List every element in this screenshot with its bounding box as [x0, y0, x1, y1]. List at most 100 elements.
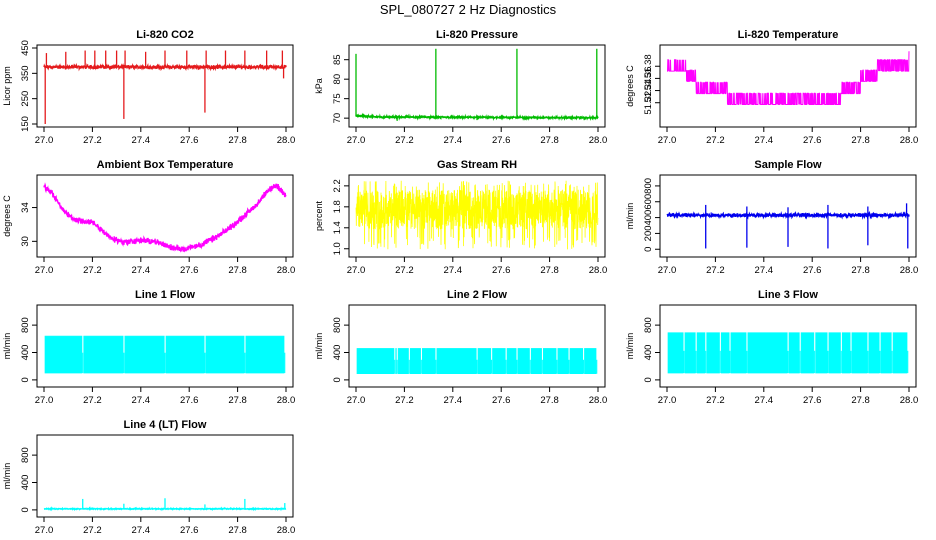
- chart-9: Line 3 Flow ml/min 27.0 27.2 27.4 27.6 27.8 28.…: [625, 289, 918, 406]
- chart-10-ytick-label: 400: [20, 475, 31, 491]
- chart-9-xtick-label: 27.4: [755, 395, 774, 406]
- chart-9-xtick-label: 27.8: [851, 395, 870, 406]
- chart-3-xtick-label: 27.2: [706, 135, 725, 146]
- chart-10: Line 4 (LT) Flow ml/min 27.0 27.2 27.4 27.6 27…: [2, 419, 295, 536]
- chart-10-xtick-label: 27.2: [83, 525, 102, 536]
- chart-6-ytick-label: 600: [643, 194, 654, 210]
- chart-10-series: [43, 498, 287, 512]
- chart-1-xtick-label: 27.0: [35, 135, 54, 146]
- chart-10-ytick-label: 0: [20, 507, 31, 512]
- chart-10-ylabel: ml/min: [2, 463, 12, 490]
- chart-1-xtick-label: 27.6: [180, 135, 199, 146]
- chart-7-title: Line 1 Flow: [135, 289, 195, 301]
- chart-3-frame: [659, 44, 917, 128]
- chart-9-title: Line 3 Flow: [758, 289, 818, 301]
- chart-1-xtick-label: 28.0: [277, 135, 296, 146]
- chart-4-title: Ambient Box Temperature: [97, 159, 234, 171]
- chart-7-xtick-label: 28.0: [277, 395, 296, 406]
- chart-7-line: [44, 335, 285, 374]
- chart-1-title: Li-820 CO2: [136, 29, 193, 41]
- chart-3-ytick-label: 51.38: [643, 54, 654, 78]
- chart-2-xtick-label: 28.0: [589, 135, 608, 146]
- chart-10-xtick-label: 27.6: [180, 525, 199, 536]
- chart-1-ylabel: Licor ppm: [2, 66, 12, 106]
- chart-4-line: [43, 182, 287, 253]
- chart-4-xtick-label: 27.4: [132, 265, 151, 276]
- chart-3-ytick-label: 51.34: [643, 79, 654, 103]
- chart-3: Li-820 Temperature degrees C 27.0 27.2 27.4 2…: [625, 29, 918, 146]
- chart-7-series: [44, 335, 286, 374]
- chart-5-xtick-label: 27.4: [444, 265, 463, 276]
- chart-3-ytick-label: 51.32: [643, 91, 654, 115]
- chart-9-xtick-label: 28.0: [900, 395, 919, 406]
- chart-5-title: Gas Stream RH: [437, 159, 517, 171]
- chart-1-xtick-label: 27.8: [228, 135, 247, 146]
- chart-4-xtick-label: 27.0: [35, 265, 54, 276]
- chart-10-ytick-label: 800: [20, 447, 31, 463]
- chart-8-ytick-label: 400: [332, 345, 343, 361]
- chart-3-series: [667, 51, 910, 105]
- chart-6-frame: [659, 174, 917, 258]
- chart-9-ytick-label: 0: [643, 377, 654, 382]
- chart-7-ylabel: ml/min: [2, 333, 12, 360]
- chart-3-title: Li-820 Temperature: [738, 29, 839, 41]
- chart-4-ytick-label: 34: [20, 202, 31, 213]
- chart-7-xtick-label: 27.6: [180, 395, 199, 406]
- chart-6-ytick-label: 0: [643, 247, 654, 252]
- chart-3-ylabel: degrees C: [625, 65, 635, 107]
- chart-7-ytick-label: 400: [20, 345, 31, 361]
- chart-1-ytick-label: 450: [20, 40, 31, 56]
- chart-4-series: [43, 182, 287, 253]
- chart-10-xtick-label: 28.0: [277, 525, 296, 536]
- chart-6-xtick-label: 27.2: [706, 265, 725, 276]
- chart-4-xtick-label: 27.2: [83, 265, 102, 276]
- chart-6: Sample Flow ml/min 27.0 27.2 27.4 27.6 27.8 28.…: [625, 159, 918, 276]
- chart-4-xtick-label: 27.6: [180, 265, 199, 276]
- chart-1-ytick-label: 350: [20, 65, 31, 81]
- chart-8-line: [356, 348, 597, 375]
- chart-6-ytick-label: 400: [643, 210, 654, 226]
- chart-8: Line 2 Flow ml/min 27.0 27.2 27.4 27.6 27.8 28.…: [314, 289, 607, 406]
- chart-7-xtick-label: 27.4: [132, 395, 151, 406]
- chart-8-ylabel: ml/min: [314, 333, 324, 360]
- chart-3-xtick-label: 28.0: [900, 135, 919, 146]
- chart-4-frame: [36, 174, 294, 258]
- chart-5-frame: [348, 174, 606, 258]
- chart-2-title: Li-820 Pressure: [436, 29, 518, 41]
- chart-1-ytick-label: 250: [20, 91, 31, 107]
- figure-title: SPL_080727 2 Hz Diagnostics: [380, 2, 557, 17]
- chart-1-ytick-label: 150: [20, 116, 31, 132]
- chart-7-ytick-label: 0: [20, 377, 31, 382]
- chart-7-frame: [36, 304, 294, 388]
- chart-5: Gas Stream RH percent 27.0 27.2 27.4 27.6 27.8…: [314, 159, 607, 276]
- chart-2-xtick-label: 27.8: [540, 135, 559, 146]
- chart-2: Li-820 Pressure kPa 27.0 27.2 27.4 27.6 27.8 28…: [314, 29, 607, 146]
- chart-5-xtick-label: 28.0: [589, 265, 608, 276]
- chart-4-ylabel: degrees C: [2, 195, 12, 237]
- chart-3-line: [667, 51, 910, 105]
- chart-8-xtick-label: 27.8: [540, 395, 559, 406]
- chart-5-xtick-label: 27.6: [492, 265, 511, 276]
- chart-5-xtick-label: 27.8: [540, 265, 559, 276]
- chart-8-xtick-label: 27.2: [395, 395, 414, 406]
- chart-4-ytick-label: 30: [20, 236, 31, 247]
- chart-2-xtick-label: 27.0: [347, 135, 366, 146]
- chart-5-ytick-label: 1.0: [332, 242, 343, 255]
- chart-9-xtick-label: 27.0: [658, 395, 677, 406]
- chart-8-xtick-label: 27.4: [444, 395, 463, 406]
- chart-5-ytick-label: 1.4: [332, 221, 343, 234]
- chart-5-xtick-label: 27.0: [347, 265, 366, 276]
- chart-2-xtick-label: 27.2: [395, 135, 414, 146]
- chart-10-xtick-label: 27.4: [132, 525, 151, 536]
- chart-8-series: [356, 348, 598, 375]
- chart-6-xtick-label: 28.0: [900, 265, 919, 276]
- chart-8-xtick-label: 27.0: [347, 395, 366, 406]
- chart-6-xtick-label: 27.6: [803, 265, 822, 276]
- chart-8-xtick-label: 27.6: [492, 395, 511, 406]
- chart-2-ytick-label: 70: [332, 113, 343, 124]
- chart-10-xtick-label: 27.8: [228, 525, 247, 536]
- chart-4: Ambient Box Temperature degrees C 27.0 27.2…: [2, 159, 295, 276]
- chart-9-frame: [659, 304, 917, 388]
- chart-6-ytick-label: 200: [643, 225, 654, 241]
